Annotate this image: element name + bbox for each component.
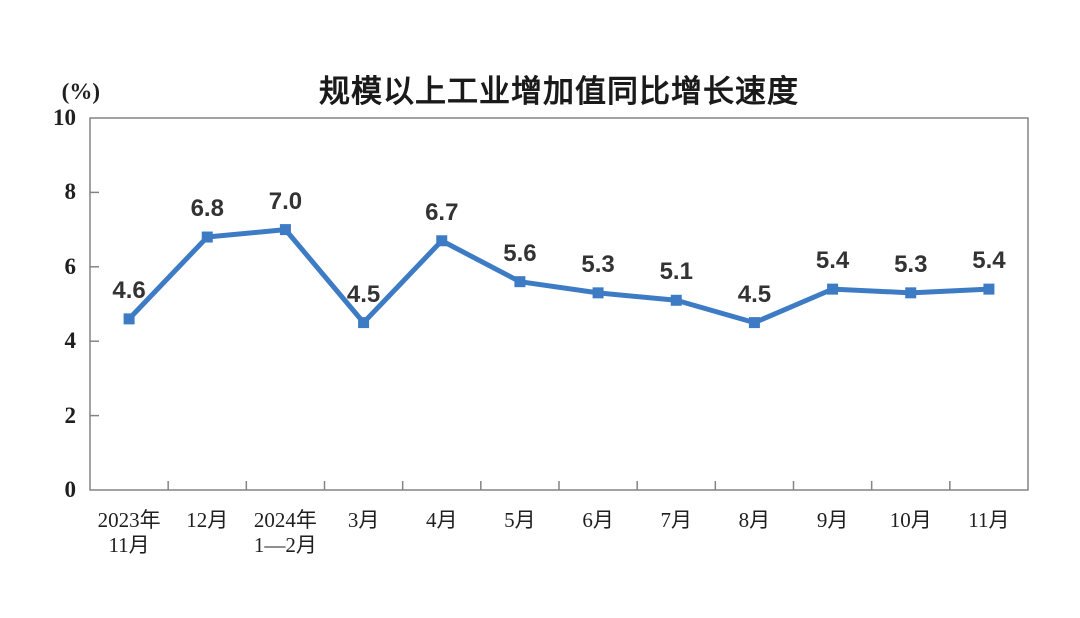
x-axis-label-line: 2024年 — [253, 508, 317, 532]
x-axis-label-line: 7月 — [660, 508, 693, 532]
x-axis-label: 6月 — [543, 508, 653, 533]
x-axis-label: 9月 — [778, 508, 888, 533]
data-point-marker — [279, 224, 291, 236]
data-label: 5.3 — [581, 250, 615, 278]
x-axis-label: 7月 — [621, 508, 731, 533]
data-point-marker — [905, 287, 917, 299]
data-label: 5.6 — [503, 239, 537, 267]
data-point-marker — [748, 317, 760, 329]
x-axis-label-line: 4月 — [426, 508, 458, 532]
x-axis-label-line: 2023年 — [97, 508, 161, 532]
axis-tick-marks — [90, 191, 951, 490]
x-axis-label-line: 1—2月 — [253, 533, 317, 557]
x-axis-label-line: 12月 — [186, 508, 229, 532]
x-axis-label: 2024年 1—2月 — [230, 508, 340, 558]
x-axis-label: 4月 — [387, 508, 497, 533]
data-point-marker — [201, 231, 213, 243]
x-axis-label: 8月 — [699, 508, 809, 533]
y-tick-label: 2 — [64, 402, 77, 428]
data-label: 4.6 — [112, 276, 146, 304]
data-label: 5.1 — [659, 258, 693, 286]
chart-title: 规模以上工业增加值同比增长速度 — [319, 74, 799, 109]
x-axis-label-line: 6月 — [582, 508, 614, 532]
plot-border — [89, 117, 1029, 491]
data-point-marker — [123, 313, 135, 325]
x-axis-label: 10月 — [856, 508, 966, 533]
data-point-marker — [827, 283, 839, 295]
data-label: 4.5 — [346, 280, 381, 308]
data-point-marker — [358, 317, 370, 329]
x-axis-label: 3月 — [309, 508, 419, 533]
data-point-marker — [436, 235, 448, 247]
y-tick-label: 0 — [64, 477, 77, 502]
data-label: 4.5 — [737, 280, 772, 308]
y-tick-label: 6 — [64, 253, 77, 279]
data-label: 5.4 — [815, 247, 850, 275]
data-label: 7.0 — [268, 187, 303, 215]
data-label: 6.7 — [425, 198, 459, 226]
x-axis-label-line: 11月 — [108, 533, 150, 557]
y-tick-label: 4 — [64, 328, 77, 354]
data-point-marker — [983, 283, 995, 295]
x-axis-label-line: 8月 — [738, 508, 771, 532]
x-axis-label: 5月 — [465, 508, 575, 533]
y-tick-label: 10 — [53, 105, 76, 130]
series-markers — [123, 224, 995, 329]
y-axis-unit-label: (%) — [61, 79, 100, 104]
x-axis-label-line: 9月 — [816, 508, 849, 532]
data-label: 6.8 — [190, 195, 224, 223]
x-axis-label-line: 5月 — [504, 508, 536, 532]
data-label: 5.4 — [972, 247, 1006, 275]
series-line — [126, 227, 992, 326]
x-axis-label-line: 10月 — [889, 508, 932, 532]
data-point-marker — [670, 294, 682, 306]
x-axis-label-line: 11月 — [968, 508, 1010, 532]
data-point-marker — [514, 276, 526, 288]
x-axis-label: 12月 — [152, 508, 262, 533]
x-axis-label: 2023年 11月 — [74, 508, 184, 558]
data-point-marker — [592, 287, 604, 299]
x-axis-label: 11月 — [934, 508, 1044, 533]
data-label: 5.3 — [894, 250, 928, 278]
x-axis-label-line: 3月 — [347, 508, 380, 532]
y-tick-label: 8 — [64, 179, 77, 205]
